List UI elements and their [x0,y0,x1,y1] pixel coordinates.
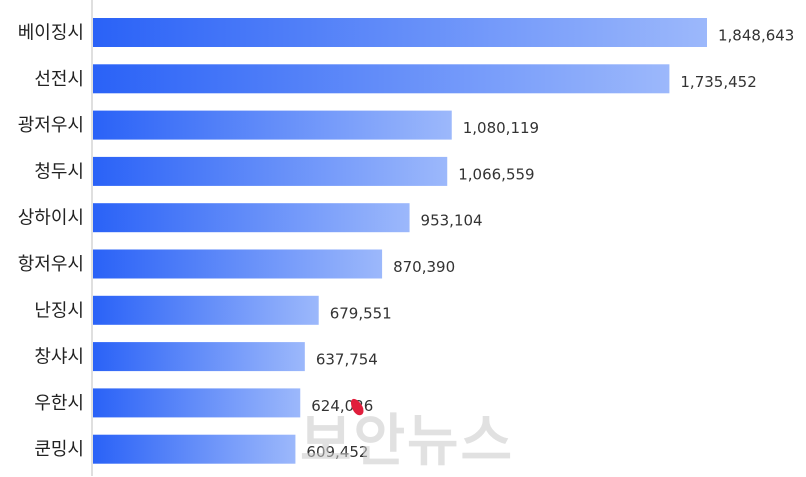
category-label: 쿤밍시 [34,439,84,460]
bar [93,64,670,94]
value-label: 609,452 [306,443,368,461]
value-label: 637,754 [316,351,378,369]
category-label: 항저우시 [18,254,84,275]
category-label: 선전시 [34,69,84,90]
category-label: 난징시 [34,300,84,321]
value-label: 953,104 [421,212,483,230]
bar [93,249,383,279]
bar [93,18,707,47]
bar [93,110,452,140]
category-label: 우한시 [34,393,84,414]
category-label: 상하이시 [18,208,84,229]
category-label: 청두시 [34,161,84,182]
bar [93,295,319,325]
bar [93,388,301,418]
bar [93,156,448,186]
value-label: 679,551 [330,304,392,322]
bar [93,203,410,233]
value-label: 1,080,119 [463,119,539,137]
bar [93,342,305,372]
value-label: 1,735,452 [680,73,756,91]
value-label: 624,026 [311,397,373,415]
category-label: 베이징시 [18,23,84,44]
value-label: 1,066,559 [458,165,534,183]
category-label: 광저우시 [18,115,84,136]
category-label: 창샤시 [34,347,84,368]
value-label: 870,390 [393,258,455,276]
value-label: 1,848,643 [718,27,794,45]
bar [93,434,296,464]
